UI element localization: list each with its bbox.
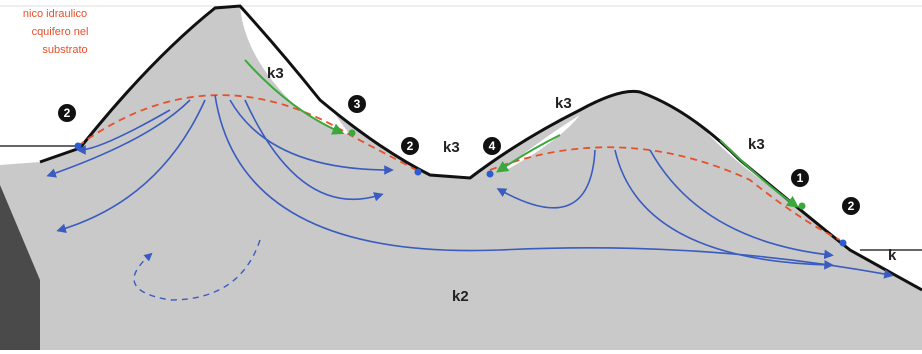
- annotation: substrato: [42, 44, 87, 56]
- zone-label: k2: [452, 288, 469, 305]
- spring: [840, 240, 847, 247]
- zone-label: k3: [267, 65, 284, 82]
- zone-label: k3: [443, 139, 460, 156]
- point-label: 3: [354, 97, 361, 111]
- spring: [415, 169, 422, 176]
- spring: [799, 203, 806, 210]
- annotation: nico idraulico: [23, 8, 87, 20]
- cross-section: nico idraulico cquifero nel substrato k3…: [0, 0, 922, 354]
- zone-label: k3: [555, 95, 572, 112]
- point-label: 2: [64, 106, 71, 120]
- annotation: cquifero nel: [32, 26, 89, 38]
- zone-label: k3: [748, 136, 765, 153]
- spring: [349, 130, 356, 137]
- point-label: 1: [797, 171, 804, 185]
- spring: [75, 143, 82, 150]
- zone-label: k: [888, 247, 897, 264]
- point-label: 2: [407, 139, 414, 153]
- point-label: 4: [489, 139, 496, 153]
- point-label: 2: [848, 199, 855, 213]
- spring: [487, 171, 494, 178]
